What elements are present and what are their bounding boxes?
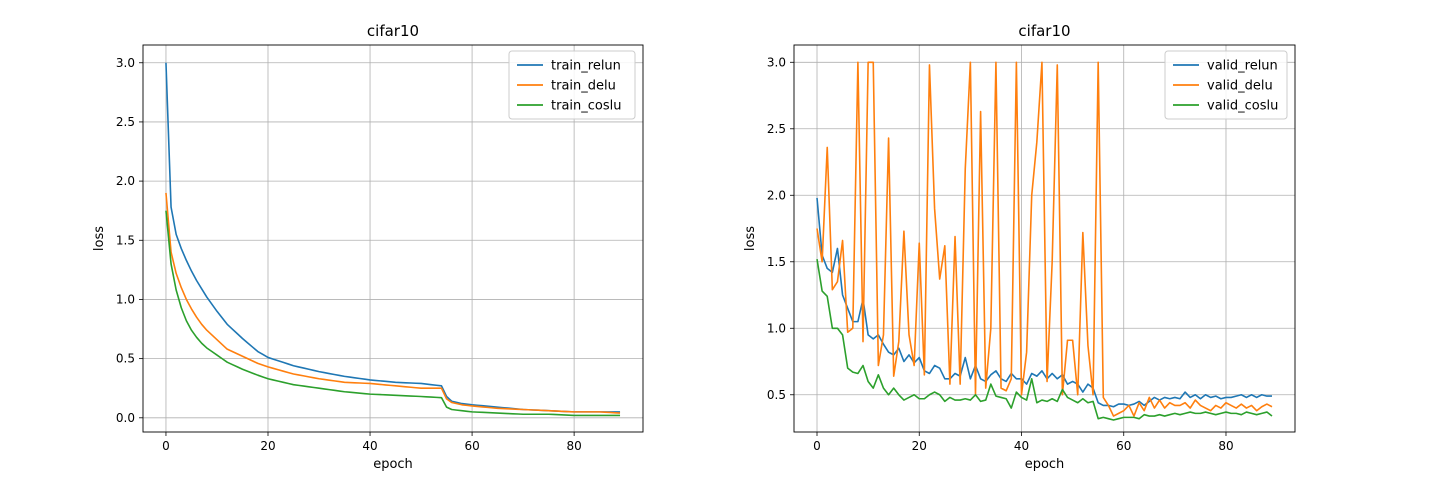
x-tick-label: 0 bbox=[162, 439, 170, 453]
y-tick-label: 0.0 bbox=[116, 411, 135, 425]
x-tick-label: 60 bbox=[464, 439, 479, 453]
x-tick-label: 20 bbox=[260, 439, 275, 453]
x-tick-label: 40 bbox=[1014, 439, 1029, 453]
plot-frame bbox=[142, 44, 644, 433]
legend-label: valid_delu bbox=[1207, 79, 1273, 94]
train-loss-chart: 0 20 40 60 80 0.0 0.5 1.0 1.5 2.0 2.5 3.0 cifar10 epo… bbox=[92, 22, 644, 472]
y-tick-label: 2.0 bbox=[767, 188, 786, 202]
valid-loss-chart: 0 20 40 60 80 0.5 1.0 1.5 2.0 2.5 3.0 cifar10 epoch l… bbox=[743, 22, 1296, 472]
y-axis-label: loss bbox=[92, 226, 107, 251]
legend-box bbox=[1164, 50, 1288, 120]
legend-label: valid_relun bbox=[1207, 59, 1278, 74]
chart-title: cifar10 bbox=[367, 22, 419, 40]
chart-title: cifar10 bbox=[1018, 22, 1070, 40]
x-tick-label: 80 bbox=[566, 439, 581, 453]
y-tick-label: 2.5 bbox=[767, 122, 786, 136]
x-axis-label: epoch bbox=[1025, 457, 1065, 472]
y-tick-label: 1.0 bbox=[116, 292, 135, 306]
legend-label: valid_coslu bbox=[1207, 99, 1278, 114]
legend: valid_relun valid_delu valid_coslu bbox=[1164, 50, 1288, 120]
series-line-valid-delu bbox=[816, 61, 1273, 417]
legend-label: train_coslu bbox=[551, 99, 621, 114]
y-tick-label: 3.0 bbox=[116, 56, 135, 70]
series-line-train-coslu bbox=[165, 210, 621, 417]
x-tick-label: 60 bbox=[1116, 439, 1131, 453]
x-tick-label: 80 bbox=[1218, 439, 1233, 453]
y-tick-label: 1.0 bbox=[767, 321, 786, 335]
legend: train_relun train_delu train_coslu bbox=[508, 50, 636, 120]
y-tick-label: 2.5 bbox=[116, 115, 135, 129]
y-tick-label: 1.5 bbox=[116, 233, 135, 247]
series-line-train-delu bbox=[165, 192, 621, 414]
legend-label: train_delu bbox=[551, 79, 616, 94]
x-tick-label: 0 bbox=[813, 439, 821, 453]
plot-frame bbox=[793, 44, 1296, 433]
y-tick-label: 2.0 bbox=[116, 174, 135, 188]
y-tick-label: 3.0 bbox=[767, 55, 786, 69]
x-axis-label: epoch bbox=[373, 457, 413, 472]
series-line-valid-coslu bbox=[816, 258, 1273, 421]
y-tick-label: 1.5 bbox=[767, 255, 786, 269]
grid bbox=[143, 45, 643, 432]
x-tick-label: 40 bbox=[362, 439, 377, 453]
legend-label: train_relun bbox=[551, 59, 621, 74]
y-tick-label: 0.5 bbox=[116, 352, 135, 366]
y-axis-label: loss bbox=[743, 226, 758, 251]
x-tick-label: 20 bbox=[912, 439, 927, 453]
y-tick-label: 0.5 bbox=[767, 388, 786, 402]
legend-box bbox=[508, 50, 636, 120]
